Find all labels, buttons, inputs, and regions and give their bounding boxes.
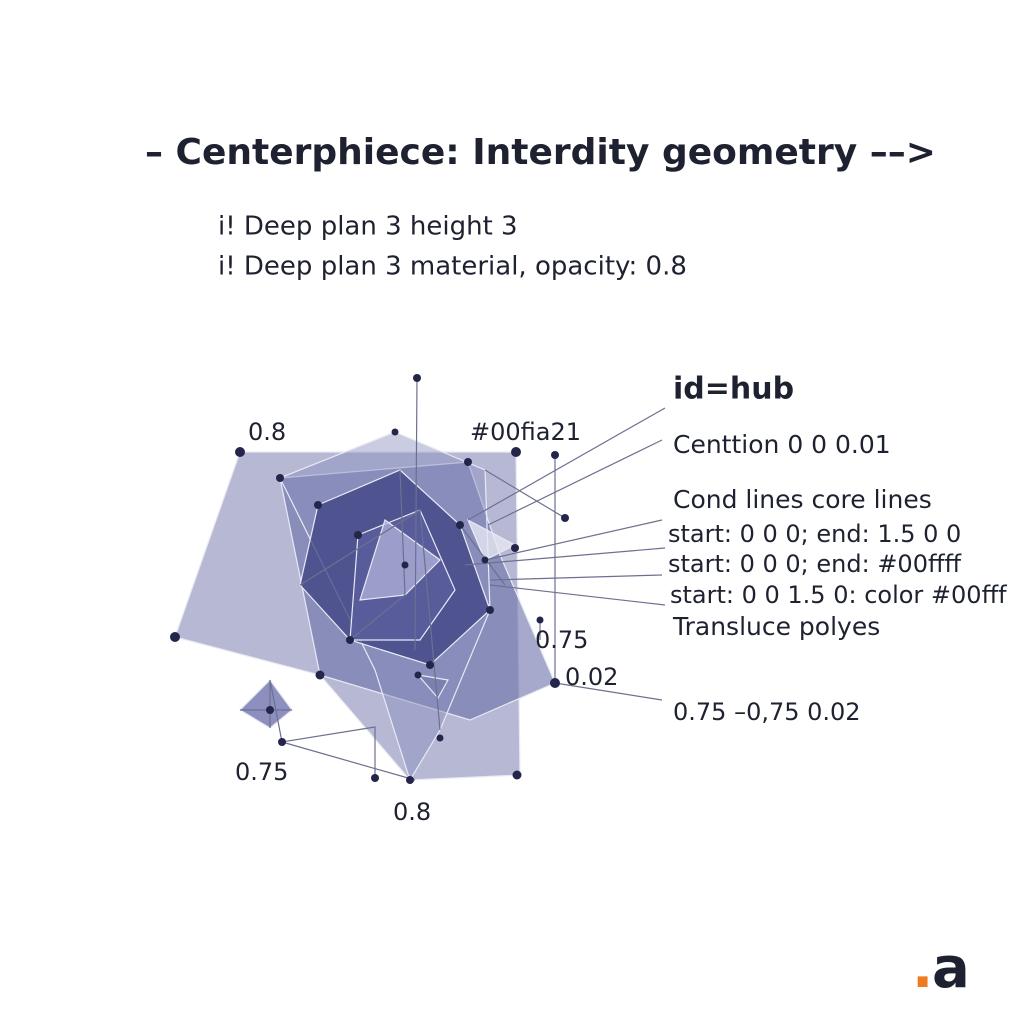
label: #00fia21 <box>470 418 581 446</box>
vertex <box>414 671 422 679</box>
polygon <box>466 518 517 561</box>
vertices <box>170 374 569 784</box>
vertex <box>371 774 379 782</box>
vertex <box>401 561 409 569</box>
vertex <box>512 770 522 780</box>
label: 0.8 <box>393 798 431 826</box>
label: 0.75 <box>235 758 288 786</box>
panel-line: start: 0 0 0; end: 1.5 0 0 <box>668 520 961 548</box>
panel-footer: 0.75 –0,75 0.02 <box>673 698 861 726</box>
vertex <box>511 544 519 552</box>
vertex <box>235 447 245 457</box>
geometry <box>170 374 666 784</box>
vertex <box>276 474 284 482</box>
note: i! Deep plan 3 material, opacity: 0.8 <box>218 252 687 282</box>
panel-line: Transluce polyes <box>672 612 880 641</box>
vertex <box>315 670 325 680</box>
panel-line: Centtion 0 0 0.01 <box>673 430 891 459</box>
vertex <box>511 447 521 457</box>
vertex <box>266 706 274 714</box>
vertex <box>346 636 354 644</box>
vertex <box>464 458 472 466</box>
vertex <box>406 776 414 784</box>
panel-line: start: 0 0 0; end: #00ffff <box>668 550 962 578</box>
vertex <box>551 451 559 459</box>
vertex <box>278 738 286 746</box>
vertex <box>170 632 180 642</box>
vertex <box>413 374 421 382</box>
label: 0.8 <box>248 418 286 446</box>
vertex <box>536 616 544 624</box>
vertex <box>456 521 464 529</box>
logo-dot: . <box>912 936 933 1001</box>
polygon <box>239 679 293 729</box>
vertex <box>561 514 569 522</box>
panel-line: Cond lines core lines <box>673 485 932 514</box>
vertex <box>314 501 322 509</box>
label: 0.75 <box>535 626 588 654</box>
note: i! Deep plan 3 height 3 <box>218 212 518 242</box>
panel-heading: id=hub <box>673 372 794 407</box>
title: – Centerphiece: Interdity geometry ––> <box>145 132 936 173</box>
panel-line: start: 0 0 1.5 0: color #00fff <box>670 581 1007 609</box>
vertex <box>354 531 362 539</box>
vertex <box>481 556 489 564</box>
vertex <box>550 678 560 688</box>
logo-letter: a <box>932 936 970 1001</box>
vertex <box>391 428 399 436</box>
polygon <box>416 674 449 700</box>
vertex <box>486 606 494 614</box>
vertex <box>436 734 444 742</box>
leader-lines <box>464 407 666 701</box>
vertex <box>426 661 434 669</box>
label: 0.02 <box>565 663 618 691</box>
